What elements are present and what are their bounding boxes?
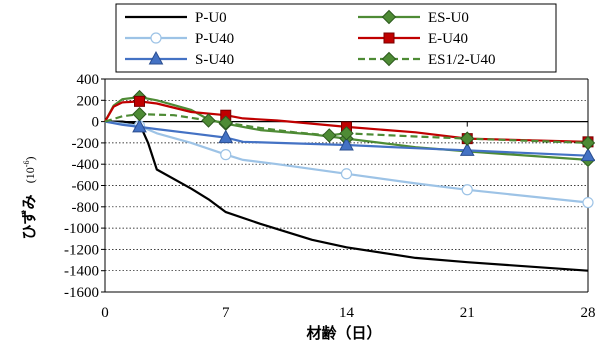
series-point-2-2 [342, 169, 352, 179]
y-tick-label-9: -1400 [64, 264, 99, 280]
y-axis-title-unit-exp: -6 [22, 161, 31, 168]
y-tick-label-4: -400 [72, 157, 100, 173]
x-tick-label-0: 0 [101, 305, 109, 321]
x-tick-label-3: 21 [460, 305, 475, 321]
legend-label-0: P-U0 [195, 10, 227, 26]
y-tick-label-10: -1600 [64, 285, 99, 301]
legend: P-U0 ES-U0 P-U40 E-U40 S-U40 ES1/2-U40 [116, 4, 556, 72]
y-tick-label-0: 400 [77, 72, 100, 88]
legend-swatch-marker-3 [384, 33, 394, 43]
y-axis-title-main: ひずみ [20, 194, 38, 239]
series-point-2-4 [583, 198, 593, 208]
y-axis-title-unit-close: ) [23, 157, 37, 161]
legend-label-4: S-U40 [195, 52, 234, 68]
x-tick-label-4: 28 [581, 305, 595, 321]
y-tick-label-1: 200 [77, 93, 100, 109]
legend-label-5: ES1/2-U40 [428, 52, 496, 68]
legend-label-2: P-U40 [195, 31, 234, 47]
y-axis-title: ひずみ (10-6) [20, 157, 38, 240]
x-axis-title: 材齢（日） [306, 324, 381, 342]
y-tick-label-7: -1000 [64, 221, 99, 237]
series-point-3-0 [135, 96, 145, 106]
y-tick-label-6: -800 [72, 200, 100, 216]
series-point-2-3 [462, 185, 472, 195]
y-tick-label-2: 0 [92, 115, 100, 131]
y-tick-label-5: -600 [72, 179, 100, 195]
legend-swatch-marker-2 [151, 33, 161, 43]
legend-label-1: ES-U0 [428, 10, 469, 26]
x-tick-label-2: 14 [339, 305, 355, 321]
y-tick-label-8: -1200 [64, 242, 99, 258]
svg-text:ひずみ (10-6): ひずみ (10-6) [20, 157, 38, 240]
y-axis-title-unit: (10 [23, 167, 37, 183]
x-tick-label-1: 7 [222, 305, 230, 321]
y-tick-label-3: -200 [72, 136, 100, 152]
series-point-2-1 [221, 150, 231, 160]
legend-label-3: E-U40 [428, 31, 468, 47]
